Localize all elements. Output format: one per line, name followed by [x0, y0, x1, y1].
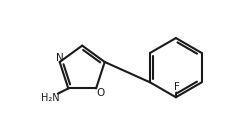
- Text: F: F: [174, 82, 180, 92]
- Text: H₂N: H₂N: [41, 93, 60, 103]
- Text: N: N: [56, 53, 64, 63]
- Text: O: O: [96, 88, 104, 98]
